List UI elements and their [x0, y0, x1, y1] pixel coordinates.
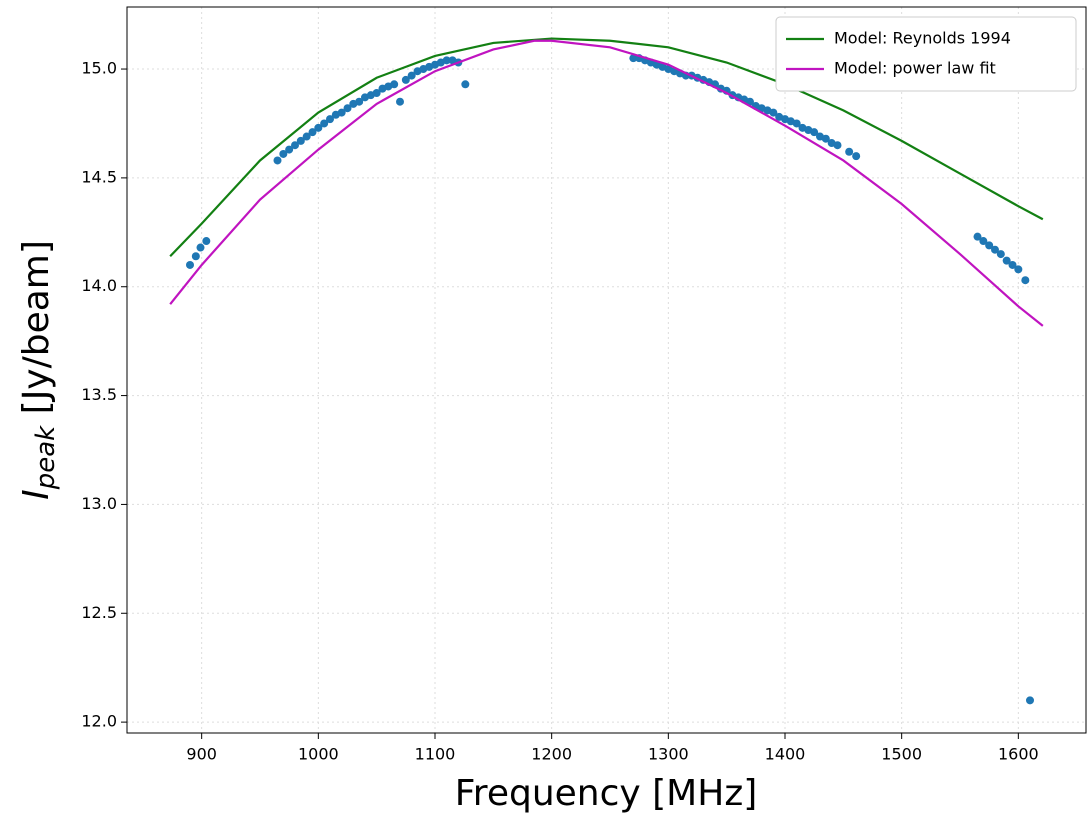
y-label-subscript: peak [31, 425, 61, 490]
data-point [991, 245, 999, 254]
data-point [390, 80, 399, 89]
x-tick-label: 1500 [881, 745, 922, 764]
data-point [314, 123, 323, 132]
data-point [337, 108, 346, 117]
model-line [169, 37, 1044, 258]
model-line [169, 39, 1044, 327]
data-point [285, 145, 294, 154]
y-tick-label: 13.0 [81, 494, 117, 513]
y-tick-label: 14.5 [81, 167, 117, 186]
y-tick-label: 12.0 [81, 712, 117, 731]
data-point [821, 134, 830, 143]
data-point [343, 104, 352, 113]
data-point [629, 54, 638, 63]
data-point [196, 243, 205, 252]
x-tick-label: 1100 [415, 745, 456, 764]
data-point [302, 132, 311, 141]
data-point [792, 119, 801, 128]
y-axis-label: Ipeak [Jy/beam] [16, 240, 61, 500]
data-point [1021, 276, 1030, 285]
y-tick-label: 14.0 [81, 276, 117, 295]
data-point [202, 237, 211, 246]
y-tick-label: 15.0 [81, 59, 117, 78]
y-tick-label: 12.5 [81, 603, 117, 622]
data-point [442, 56, 451, 65]
data-point [769, 108, 778, 117]
y-label-unit: [Jy/beam] [16, 240, 57, 426]
data-point [810, 128, 819, 137]
x-tick-label: 1600 [998, 745, 1039, 764]
x-tick-label: 1000 [298, 745, 339, 764]
data-point [355, 97, 364, 106]
x-tick-label: 900 [186, 745, 217, 764]
data-point [996, 250, 1005, 259]
data-point [291, 141, 299, 150]
data-point [979, 237, 988, 246]
data-point [186, 260, 194, 269]
legend-box [775, 16, 1077, 92]
data-point [1008, 260, 1017, 269]
data-point [308, 128, 317, 137]
y-tick-label: 13.5 [81, 385, 117, 404]
data-point [296, 136, 305, 145]
data-point [973, 232, 982, 241]
data-point [320, 119, 329, 128]
x-axis-label: Frequency [MHz] [455, 773, 758, 814]
data-point [845, 147, 854, 156]
x-tick-label: 1400 [765, 745, 806, 764]
plot-frame [126, 6, 1087, 734]
data-point [461, 80, 470, 89]
data-point [852, 152, 861, 161]
data-point [372, 88, 381, 97]
y-label-symbol: I [16, 489, 57, 500]
data-point [191, 252, 200, 261]
data-point [1014, 265, 1023, 274]
data-point [833, 141, 842, 150]
x-tick-label: 1200 [531, 745, 572, 764]
data-point [273, 156, 282, 165]
data-point [1002, 256, 1011, 265]
data-point [407, 71, 416, 80]
data-point [279, 149, 288, 158]
legend-label: Model: power law fit [834, 59, 996, 78]
data-point [1026, 696, 1034, 705]
data-point [396, 97, 404, 106]
data-point [985, 241, 994, 250]
data-point [401, 75, 410, 84]
data-point [326, 115, 334, 124]
x-tick-label: 1300 [648, 745, 689, 764]
legend-label: Model: Reynolds 1994 [834, 29, 1011, 48]
